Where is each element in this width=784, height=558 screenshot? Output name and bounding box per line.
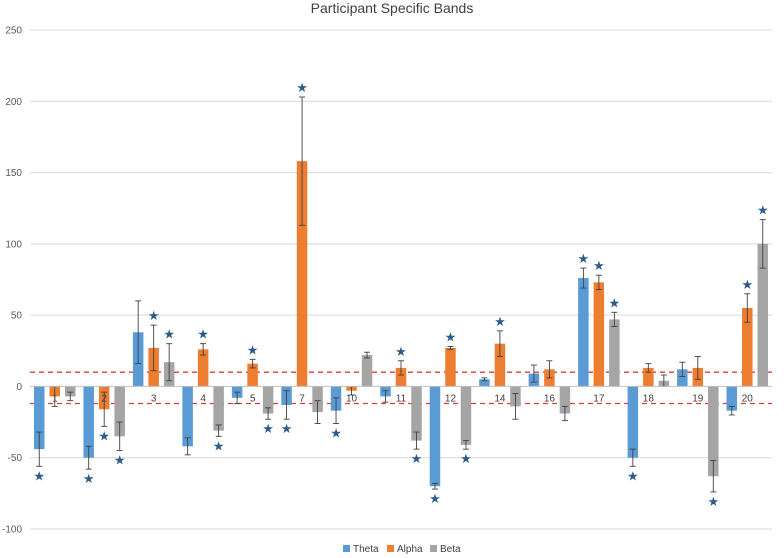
x-category-label: 3 bbox=[151, 393, 157, 404]
x-category-label: 16 bbox=[544, 393, 556, 404]
significance-star: ★ bbox=[411, 452, 423, 467]
significance-star: ★ bbox=[593, 259, 605, 274]
bar-theta bbox=[726, 386, 738, 411]
bars bbox=[33, 161, 769, 487]
bar-beta bbox=[559, 386, 571, 414]
x-category-label: 19 bbox=[692, 393, 704, 404]
bar-theta bbox=[33, 386, 45, 450]
x-category-label: 12 bbox=[445, 393, 457, 404]
x-category-label: 10 bbox=[346, 393, 358, 404]
significance-star: ★ bbox=[83, 472, 95, 487]
x-category-label: 7 bbox=[299, 393, 305, 404]
legend-swatch-alpha bbox=[387, 545, 394, 552]
bar-beta bbox=[64, 386, 76, 397]
significance-star: ★ bbox=[197, 328, 209, 343]
bar-alpha bbox=[742, 308, 753, 387]
y-tick-label: 50 bbox=[11, 311, 23, 322]
bar-alpha bbox=[445, 347, 456, 387]
error-bars bbox=[36, 96, 766, 493]
bar-beta bbox=[114, 386, 125, 437]
significance-star: ★ bbox=[707, 495, 719, 510]
bar-alpha bbox=[296, 161, 308, 387]
legend-label-theta: Theta bbox=[353, 544, 379, 555]
significance-star: ★ bbox=[296, 81, 308, 96]
legend: Theta Alpha Beta bbox=[343, 544, 461, 555]
significance-star: ★ bbox=[163, 328, 175, 343]
x-category-label: 11 bbox=[396, 393, 407, 404]
x-category-label: 2 bbox=[101, 393, 107, 404]
bar-alpha bbox=[593, 282, 605, 387]
bar-alpha bbox=[197, 349, 209, 387]
bar-theta bbox=[182, 386, 193, 447]
bar-alpha bbox=[247, 363, 258, 387]
bar-theta bbox=[578, 278, 589, 387]
significance-star: ★ bbox=[578, 252, 590, 267]
x-category-label: 18 bbox=[643, 393, 655, 404]
significance-star: ★ bbox=[445, 331, 457, 346]
significance-star: ★ bbox=[247, 343, 259, 358]
significance-star: ★ bbox=[494, 315, 506, 330]
significance-star: ★ bbox=[148, 309, 160, 324]
chart-title: Participant Specific Bands bbox=[311, 0, 474, 16]
bar-beta bbox=[460, 386, 472, 445]
significance-star: ★ bbox=[262, 422, 274, 437]
legend-swatch-beta bbox=[430, 545, 437, 552]
x-category-label: 5 bbox=[250, 393, 256, 404]
bar-beta bbox=[361, 355, 373, 387]
significance-star: ★ bbox=[757, 204, 769, 219]
x-category-label: 4 bbox=[200, 393, 206, 404]
significance-star: ★ bbox=[213, 439, 225, 454]
bar-alpha bbox=[494, 343, 506, 387]
y-tick-label: 0 bbox=[16, 382, 22, 393]
significance-star: ★ bbox=[627, 469, 639, 484]
bar-beta bbox=[411, 386, 422, 441]
significance-star: ★ bbox=[33, 469, 45, 484]
legend-swatch-theta bbox=[343, 545, 350, 552]
bar-theta bbox=[479, 379, 490, 387]
bar-beta bbox=[312, 386, 323, 413]
gridlines bbox=[30, 29, 772, 530]
y-tick-label: -50 bbox=[8, 453, 23, 464]
bar-theta bbox=[429, 386, 441, 487]
bar-beta bbox=[213, 386, 224, 431]
y-tick-label: 100 bbox=[5, 239, 22, 250]
bar-alpha bbox=[395, 367, 407, 387]
bar-alpha bbox=[643, 367, 654, 387]
bar-beta bbox=[262, 386, 274, 414]
legend-label-beta: Beta bbox=[440, 544, 461, 555]
y-tick-label: 150 bbox=[5, 168, 22, 179]
bar-theta bbox=[627, 386, 639, 458]
x-category-label: 14 bbox=[494, 393, 506, 404]
bar-beta bbox=[757, 243, 769, 387]
significance-star: ★ bbox=[281, 422, 293, 437]
significance-star: ★ bbox=[609, 296, 621, 311]
bar-beta bbox=[708, 386, 719, 477]
bar-theta bbox=[83, 386, 94, 458]
bar-beta bbox=[609, 319, 620, 387]
bar-theta bbox=[677, 369, 688, 387]
legend-label-alpha: Alpha bbox=[397, 544, 423, 555]
significance-star: ★ bbox=[114, 454, 126, 469]
x-category-label: 20 bbox=[742, 393, 754, 404]
significance-star: ★ bbox=[429, 492, 441, 507]
significance-star: ★ bbox=[741, 278, 753, 293]
significance-star: ★ bbox=[460, 452, 472, 467]
significance-stars: ★ ★★★★★ ★★★★ ★★★★★★★★★★ ★★★★★★ bbox=[33, 81, 768, 510]
significance-star: ★ bbox=[98, 429, 110, 444]
x-category-label: 17 bbox=[593, 393, 605, 404]
significance-star: ★ bbox=[395, 345, 407, 360]
y-tick-label: 200 bbox=[5, 97, 22, 108]
significance-star: ★ bbox=[330, 426, 342, 441]
y-tick-label: -100 bbox=[2, 525, 22, 536]
x-category-label: 1 bbox=[52, 393, 58, 404]
y-tick-label: 250 bbox=[5, 26, 22, 37]
